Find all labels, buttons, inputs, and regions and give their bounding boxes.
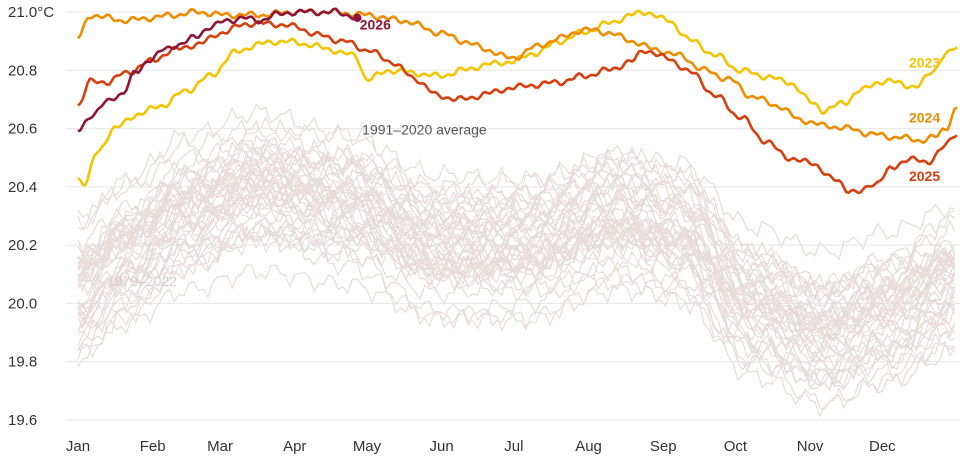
background-year-line [77,183,956,342]
background-year-line [77,154,956,337]
background-year-line [77,190,956,389]
x-tick-label: May [353,438,382,455]
label-2026: 2026 [360,16,391,32]
series-labels: 2026 2023 2024 2025 1991–2020 average 1979–20… [107,16,940,288]
series-lines [77,7,958,195]
background-year-line [77,118,956,317]
x-tick-label: Nov [797,438,824,455]
x-tick-label: Dec [869,438,896,455]
background-year-line [77,137,956,341]
label-2024: 2024 [909,110,940,126]
x-tick-label: Mar [207,438,233,455]
label-2025: 2025 [909,168,940,184]
series-2026-line [77,7,359,133]
label-1991–2020 average: 1991–2020 average [362,121,487,137]
axis-tick-labels: 19.6 19.8 20.0 20.2 20.4 20.6 20.8 21.0°C Jan Feb… [8,4,896,455]
background-year-line [77,144,955,308]
x-tick-label: Feb [140,438,166,455]
background-year-line [77,145,956,298]
y-tick-label: 19.6 [8,412,37,429]
background-year-line [77,227,955,379]
y-tick-label: 20.4 [8,179,37,196]
series-2024-line [77,7,958,145]
label-1979–2022: 1979–2022 [107,273,177,289]
background-year-line [77,142,956,345]
series-2025-line [77,19,958,195]
x-tick-label: Jun [430,438,454,455]
y-tick-label: 21.0°C [8,4,54,21]
y-tick-label: 20.2 [8,237,37,254]
x-tick-label: Sep [650,438,677,455]
background-year-line [77,216,956,391]
y-tick-label: 20.8 [8,62,37,79]
y-tick-label: 19.8 [8,354,37,371]
x-tick-label: Apr [283,438,306,455]
y-tick-label: 20.0 [8,295,37,312]
background-year-line [77,191,956,319]
x-tick-label: Oct [724,438,748,455]
x-tick-label: Jul [504,438,523,455]
background-years-1979-2022 [77,103,956,418]
x-tick-label: Aug [575,438,602,455]
label-2023: 2023 [909,54,940,70]
background-year-line [77,137,955,261]
y-tick-label: 20.6 [8,121,37,138]
background-year-line [77,167,956,371]
background-year-line [77,186,956,321]
x-tick-label: Jan [66,438,90,455]
background-year-line [77,250,955,384]
background-year-line [77,220,955,411]
series-2026-endpoint [353,13,362,23]
background-year-line [77,185,955,330]
background-year-line [77,150,956,327]
